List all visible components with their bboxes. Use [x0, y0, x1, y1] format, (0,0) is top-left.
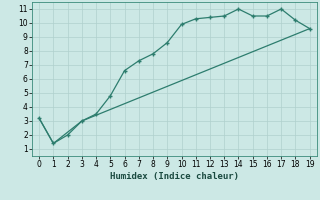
X-axis label: Humidex (Indice chaleur): Humidex (Indice chaleur) — [110, 172, 239, 181]
